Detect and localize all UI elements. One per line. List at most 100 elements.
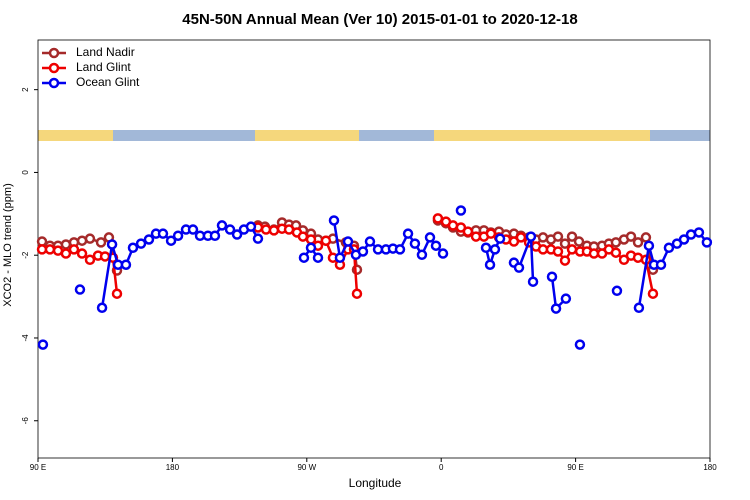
- y-tick-label: 2: [21, 87, 30, 92]
- legend-marker: [48, 77, 60, 89]
- data-point: [574, 339, 586, 350]
- legend-label: Ocean Glint: [76, 75, 140, 89]
- data-point: [416, 249, 428, 261]
- data-point: [111, 288, 123, 299]
- map-strip: [38, 130, 710, 141]
- data-point: [106, 239, 118, 250]
- data-point: [44, 244, 56, 255]
- data-point: [334, 252, 346, 263]
- x-tick-label: 90 E: [30, 463, 46, 472]
- data-point: [559, 255, 571, 266]
- data-point: [305, 234, 317, 245]
- x-tick-label: 180: [703, 463, 717, 472]
- y-tick-label: -4: [21, 334, 30, 342]
- data-point: [342, 236, 354, 247]
- data-point: [643, 240, 655, 251]
- data-point: [402, 228, 414, 239]
- data-point: [172, 230, 184, 242]
- data-point: [611, 285, 623, 297]
- data-point: [409, 238, 421, 249]
- data-point: [701, 237, 713, 248]
- y-tick-label: 0: [21, 170, 30, 175]
- data-point: [245, 221, 257, 232]
- data-point: [96, 302, 108, 314]
- data-point: [480, 242, 492, 254]
- data-point: [552, 231, 564, 242]
- data-point: [455, 205, 467, 216]
- data-point: [424, 232, 436, 243]
- data-point: [494, 233, 506, 244]
- data-point: [364, 236, 376, 247]
- legend-label: Land Glint: [76, 60, 131, 74]
- series-line: [42, 217, 655, 294]
- data-point: [84, 254, 96, 266]
- data-point: [573, 236, 585, 247]
- data-point: [625, 231, 637, 242]
- data-point: [678, 234, 690, 245]
- data-point: [320, 235, 332, 246]
- x-tick-label: 90 W: [297, 463, 316, 472]
- data-point: [60, 248, 72, 259]
- data-point: [157, 228, 169, 239]
- data-point: [252, 233, 264, 244]
- data-point: [297, 231, 309, 242]
- data-point: [566, 231, 578, 242]
- data-point: [633, 302, 645, 314]
- data-point: [663, 242, 675, 254]
- data-point: [484, 259, 496, 270]
- data-point: [693, 227, 705, 238]
- data-point: [527, 276, 539, 287]
- data-point: [525, 231, 537, 242]
- data-point: [394, 244, 406, 255]
- data-point: [560, 293, 572, 304]
- data-point: [143, 234, 155, 245]
- data-point: [655, 259, 667, 270]
- legend-label: Land Nadir: [76, 45, 135, 59]
- data-point: [566, 244, 578, 255]
- data-point: [515, 232, 527, 243]
- data-point: [165, 235, 177, 246]
- data-point: [351, 288, 363, 299]
- legend-marker: [48, 47, 60, 59]
- data-point: [127, 242, 139, 254]
- data-point: [312, 252, 324, 263]
- data-point: [546, 271, 558, 282]
- data-point: [135, 238, 147, 249]
- y-tick-label: -2: [21, 251, 30, 259]
- data-point: [298, 252, 310, 263]
- data-point: [68, 244, 80, 255]
- data-point: [231, 229, 243, 240]
- data-point: [74, 284, 86, 295]
- legend-marker: [48, 62, 60, 74]
- data-point: [550, 303, 562, 314]
- data-point: [60, 239, 72, 250]
- data-point: [99, 251, 111, 262]
- data-point: [76, 248, 88, 259]
- data-point: [432, 213, 444, 224]
- data-point: [647, 288, 659, 299]
- data-point: [430, 240, 442, 251]
- data-point: [187, 224, 199, 235]
- data-point: [224, 224, 236, 235]
- data-point: [552, 246, 564, 257]
- x-tick-label: 0: [439, 463, 444, 472]
- data-point: [559, 238, 571, 249]
- data-point: [216, 220, 228, 231]
- data-point: [328, 215, 340, 226]
- data-point: [357, 246, 369, 257]
- data-point: [95, 237, 107, 248]
- data-point: [268, 225, 280, 236]
- x-tick-label: 90 E: [567, 463, 583, 472]
- data-point: [84, 233, 96, 244]
- data-point: [120, 259, 132, 270]
- data-point: [209, 230, 221, 242]
- data-point: [610, 247, 622, 258]
- data-point: [37, 339, 49, 350]
- data-point: [485, 228, 497, 239]
- chart-title: 45N-50N Annual Mean (Ver 10) 2015-01-01 …: [182, 11, 577, 28]
- y-axis-label: XCO2 - MLO trend (ppm): [2, 183, 14, 306]
- data-point: [632, 237, 644, 248]
- data-point: [489, 244, 501, 255]
- data-point: [437, 248, 449, 259]
